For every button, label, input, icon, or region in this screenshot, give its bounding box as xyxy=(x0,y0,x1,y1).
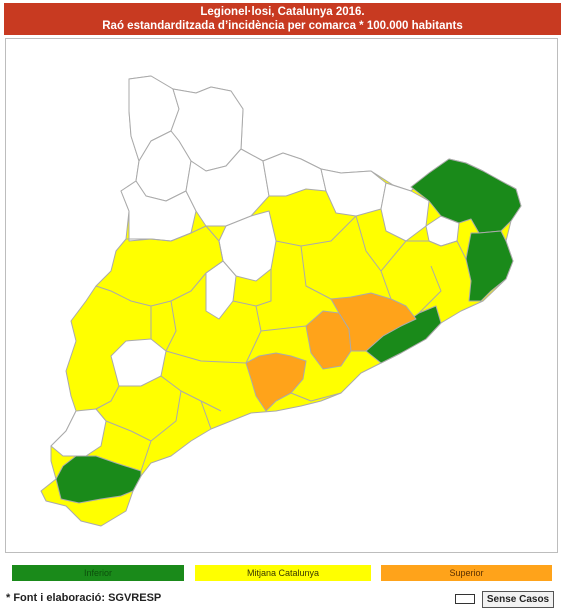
map-title-bar: Legionel·losi, Catalunya 2016. Raó estan… xyxy=(4,3,561,35)
map-title: Legionel·losi, Catalunya 2016. xyxy=(200,6,365,18)
region-sense-casos-terra-alta xyxy=(50,408,107,457)
legend-mitjana-label: Mitjana Catalunya xyxy=(246,568,320,578)
region-sense-casos-cerdanya xyxy=(262,152,327,197)
region-inferior-alt-emporda xyxy=(410,158,522,234)
legend-superior-label: Superior xyxy=(449,568,484,578)
map-subtitle: Raó estandarditzada d’incidència per com… xyxy=(102,20,463,32)
sense-casos-swatch xyxy=(455,594,475,604)
comarca-borders xyxy=(95,215,467,472)
catalonia-map xyxy=(40,75,522,527)
region-inferior-baix-ebre xyxy=(55,455,142,504)
map-panel xyxy=(5,38,558,553)
region-superior-valles-oriental xyxy=(330,292,417,352)
region-catalonia-base xyxy=(40,75,522,527)
region-sense-casos-segria-south xyxy=(110,338,167,387)
region-inferior-baix-emporda xyxy=(465,230,514,302)
source-note: * Font i elaboració: SGVRESP xyxy=(6,592,162,604)
sense-casos-button[interactable]: Sense Casos xyxy=(482,591,554,608)
region-sense-casos-pallars-jussa xyxy=(120,180,197,242)
legend-inferior-label: Inferior xyxy=(83,568,112,578)
legend-inferior: Inferior xyxy=(12,565,184,581)
region-superior-anoia xyxy=(245,352,307,412)
region-sense-casos-garrotxa xyxy=(380,182,430,242)
legend-mitjana: Mitjana Catalunya xyxy=(195,565,371,581)
legend-superior: Superior xyxy=(381,565,552,581)
